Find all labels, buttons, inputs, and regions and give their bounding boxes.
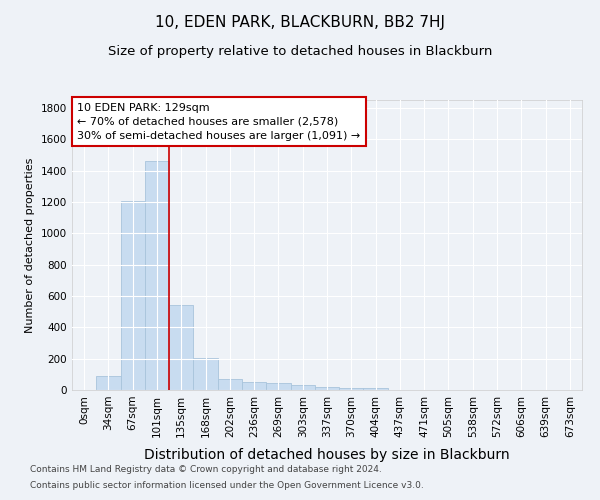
Bar [290, 386, 315, 390]
Bar [266, 384, 290, 390]
Bar [96, 376, 121, 390]
Text: Size of property relative to detached houses in Blackburn: Size of property relative to detached ho… [108, 45, 492, 58]
Bar [242, 382, 266, 390]
Bar [145, 161, 169, 390]
Bar [339, 388, 364, 390]
Text: Contains HM Land Registry data © Crown copyright and database right 2024.: Contains HM Land Registry data © Crown c… [30, 466, 382, 474]
Bar [364, 388, 388, 390]
Text: 10, EDEN PARK, BLACKBURN, BB2 7HJ: 10, EDEN PARK, BLACKBURN, BB2 7HJ [155, 15, 445, 30]
Bar [315, 387, 339, 390]
Text: 10 EDEN PARK: 129sqm
← 70% of detached houses are smaller (2,578)
30% of semi-de: 10 EDEN PARK: 129sqm ← 70% of detached h… [77, 103, 361, 141]
Text: Contains public sector information licensed under the Open Government Licence v3: Contains public sector information licen… [30, 480, 424, 490]
Bar [218, 380, 242, 390]
Bar [193, 358, 218, 390]
X-axis label: Distribution of detached houses by size in Blackburn: Distribution of detached houses by size … [144, 448, 510, 462]
Y-axis label: Number of detached properties: Number of detached properties [25, 158, 35, 332]
Bar [121, 201, 145, 390]
Bar [169, 306, 193, 390]
